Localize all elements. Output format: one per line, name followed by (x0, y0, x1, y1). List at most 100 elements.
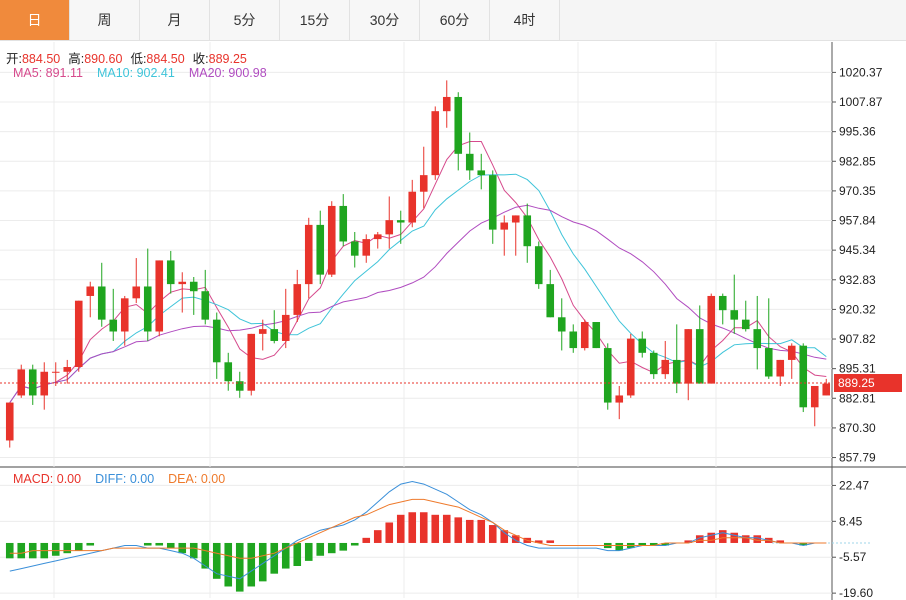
candle-body (442, 96, 451, 112)
macd-bar (649, 542, 658, 546)
candle-body (373, 234, 382, 240)
tab-1[interactable]: 周 (70, 0, 140, 40)
candle-body (316, 224, 325, 275)
macd-bar (638, 542, 647, 546)
candle-body (753, 329, 762, 349)
tab-7[interactable]: 4时 (490, 0, 560, 40)
ma10-readout: MA10: 902.41 (97, 66, 175, 80)
ma20-label: MA20: (188, 66, 229, 80)
y-tick-label: 882.81 (839, 391, 876, 405)
macd-bar (258, 542, 267, 582)
candle-body (534, 246, 543, 285)
macd-tick-label: 8.45 (839, 514, 863, 528)
macd-bar (350, 542, 359, 546)
macd-bar (17, 542, 26, 559)
y-tick-label: 920.32 (839, 302, 876, 316)
tab-0[interactable]: 日 (0, 0, 70, 40)
candle-body (40, 371, 49, 396)
tab-3[interactable]: 5分 (210, 0, 280, 40)
candle-body (661, 359, 670, 375)
candle-body (304, 224, 313, 285)
macd-bar (316, 542, 325, 556)
macd-bar (753, 535, 762, 543)
tab-5[interactable]: 30分 (350, 0, 420, 40)
ma5-label: MA5: (13, 66, 46, 80)
candle-body (511, 215, 520, 223)
macd-bar (408, 512, 417, 543)
macd-bar (327, 542, 336, 554)
candle-body (523, 215, 532, 247)
macd-bar (546, 540, 555, 543)
macd-bar (51, 542, 60, 556)
ma20-line (9, 204, 827, 403)
open-value: 884.50 (21, 52, 61, 66)
macd-bar (224, 542, 233, 587)
candle-body (626, 338, 635, 396)
y-tick-label: 932.83 (839, 273, 876, 287)
macd-bar (247, 542, 256, 587)
macd-bar (442, 514, 451, 543)
dea-value: 0.00 (200, 472, 226, 486)
candle-body (235, 381, 244, 391)
macd-bar (293, 542, 302, 566)
macd-bar (500, 530, 509, 543)
diff-readout: DIFF: 0.00 (95, 472, 154, 486)
macd-bar (304, 542, 313, 561)
macd-label: MACD: (13, 472, 57, 486)
macd-bar (431, 514, 440, 543)
candle-body (109, 319, 118, 332)
macd-bar (5, 542, 14, 559)
macd-bar (63, 542, 72, 554)
tab-2[interactable]: 月 (140, 0, 210, 40)
candle-body (339, 205, 348, 242)
candle-body (189, 281, 198, 292)
candle-body (569, 331, 578, 349)
ma-readout: MA5: 891.11 MA10: 902.41 MA20: 900.98 (13, 66, 267, 80)
candle-body (155, 260, 164, 332)
macd-bar (454, 517, 463, 543)
y-tick-label: 1007.87 (839, 95, 883, 109)
candle-body (293, 284, 302, 315)
high-value: 890.60 (84, 52, 123, 66)
macd-bar (155, 542, 164, 546)
ohlc-readout: 开:884.50 高:890.60 低:884.50 收:889.25 (6, 48, 247, 67)
macd-tick-label: -5.57 (839, 550, 867, 564)
candle-body (224, 362, 233, 382)
candle-body (281, 314, 290, 341)
macd-bar (143, 542, 152, 546)
close-label: 收: (192, 52, 209, 66)
candle-body (132, 286, 141, 299)
candle-body (764, 348, 773, 377)
y-tick-label: 970.35 (839, 184, 876, 198)
candle-body (603, 348, 612, 403)
diff-value: 0.00 (129, 472, 155, 486)
y-tick-label: 1020.37 (839, 65, 883, 79)
y-tick-label: 982.85 (839, 154, 876, 168)
macd-bar (281, 542, 290, 569)
close-value: 889.25 (208, 52, 247, 66)
open-label: 开: (6, 52, 22, 66)
macd-readout-item: MACD: 0.00 (13, 472, 81, 486)
tab-4[interactable]: 15分 (280, 0, 350, 40)
macd-bar (270, 542, 279, 574)
candle-body (178, 281, 187, 285)
dea-label: DEA: (168, 472, 201, 486)
candle-body (247, 333, 256, 391)
y-tick-label: 907.82 (839, 332, 876, 346)
candle-body (638, 338, 647, 353)
dea-line (9, 498, 827, 559)
candle-body (799, 345, 808, 408)
candle-body (327, 205, 336, 275)
macd-bar (396, 514, 405, 543)
low-label: 低: (130, 52, 147, 66)
tab-6[interactable]: 60分 (420, 0, 490, 40)
candle-body (718, 295, 727, 311)
candle-body (592, 322, 601, 349)
candle-body (730, 310, 739, 320)
ma10-value: 902.41 (136, 66, 175, 80)
candle-body (5, 402, 14, 441)
candle-body (546, 284, 555, 318)
y-tick-label: 957.84 (839, 214, 876, 228)
macd-bar (212, 542, 221, 579)
